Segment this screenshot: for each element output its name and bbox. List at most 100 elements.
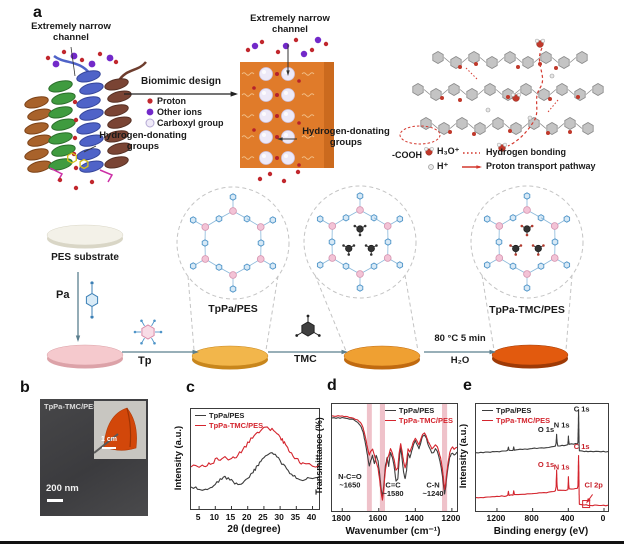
x-tick-label: 1200: [486, 513, 506, 523]
panel-e-letter: e: [463, 377, 472, 394]
tmc-molecule: [295, 314, 321, 337]
oxygen-dot: [474, 62, 478, 66]
membrane-disc: [191, 345, 269, 367]
proton-dot: [245, 47, 251, 53]
tppa-pes-label: TpPa/PES: [208, 303, 258, 315]
inset-dashed-circle: [303, 185, 417, 299]
x-tick-label: 30: [274, 512, 284, 522]
water-molecule-icon: [424, 147, 434, 156]
legend-ion-dot: [146, 108, 154, 116]
plot-annotation: O 1s: [538, 425, 554, 434]
helix-coil: [104, 78, 129, 91]
ftir-plot-svg: N-C=O ~1650 C=C ~1580 C-N ~1240: [331, 403, 458, 512]
layer-ring: [432, 51, 444, 64]
ftir-x-ticks: 1800 1600 1400 1200: [331, 512, 461, 523]
legend-item: TpPa-TMC/PES: [482, 416, 550, 425]
helix-coil: [104, 130, 129, 143]
legend-other-ions-label: Other ions: [157, 107, 203, 117]
photo-scale-label: 1 cm: [101, 436, 117, 443]
layer-ring: [520, 83, 532, 96]
cof-node: [201, 223, 210, 231]
oxygen-dot: [548, 97, 552, 101]
helix-coil: [104, 156, 129, 169]
xps-y-axis-label: Intensity (a.u.): [458, 423, 469, 489]
cof-benzene: [483, 261, 491, 269]
proton-dot: [252, 128, 256, 132]
carboxyl-site: [259, 109, 273, 123]
legend-proton-dot: [147, 98, 153, 104]
x-tick-label: 20: [241, 512, 252, 522]
proton-dot: [267, 171, 273, 177]
proton-dot: [297, 121, 301, 125]
legend-label: TpPa/PES: [496, 406, 532, 415]
polymer-squiggle: [241, 135, 255, 139]
oxygen-dot: [546, 131, 550, 135]
oxygen-dot: [576, 95, 580, 99]
legend-swatch: [195, 414, 206, 417]
water-molecule-icon: [496, 142, 508, 152]
polymer-squiggle: [301, 156, 315, 160]
plot-annotation: N 1s: [554, 421, 570, 430]
water-molecule-icon: [534, 38, 546, 48]
xps-plot: O 1s N 1s C 1s O 1s N 1s C 1s Cl 2p TpPa/PES Tp…: [475, 403, 609, 512]
proton-dot: [275, 72, 279, 76]
hydrogen-donating-label-left: Hydrogen-donating groups: [99, 130, 187, 152]
cl2p-marker-box: [582, 500, 591, 509]
helix-coil: [24, 96, 49, 109]
layer-ring: [592, 83, 604, 96]
x-tick-label: 1400: [404, 513, 424, 523]
helix-coil: [48, 158, 73, 171]
cof-benzene: [229, 285, 237, 293]
oxygen-dot: [554, 66, 558, 70]
layer-ring: [448, 83, 460, 96]
cof-inset-tppa: [189, 193, 277, 293]
helix-coil: [79, 160, 104, 173]
ftir-y-axis-label: Transmittance (%): [314, 417, 324, 495]
helix-coil: [51, 92, 76, 105]
residue-ring: [67, 152, 77, 164]
cof-benzene: [243, 263, 251, 271]
layer-ring: [510, 122, 522, 135]
oxygen-dot: [458, 98, 462, 102]
legend-label: TpPa-TMC/PES: [209, 421, 264, 430]
inset-funnel-line: [481, 274, 495, 351]
panel-c-letter: c: [186, 379, 195, 396]
cof-node: [383, 222, 392, 230]
cof-inset-tmc: [316, 192, 404, 292]
xrd-series: [191, 426, 319, 468]
hdg-pointer-line: [83, 145, 97, 153]
oxygen-dot: [448, 130, 452, 134]
helix-coil: [48, 106, 73, 119]
cof-benzene: [370, 262, 378, 270]
pes-substrate-label: PES substrate: [51, 252, 119, 263]
cof-benzene: [537, 262, 545, 270]
plot-annotation: C 1s: [574, 442, 590, 451]
layer-ring: [430, 88, 442, 101]
layer-ring: [484, 83, 496, 96]
layer-ring: [556, 83, 568, 96]
cof-benzene: [396, 215, 404, 223]
layer-ring: [474, 122, 486, 135]
layer-ring: [466, 88, 478, 101]
proton-dot: [259, 39, 265, 45]
xrd-plot-svg: [190, 408, 320, 510]
helix-coil: [107, 142, 132, 155]
membrane-disc: [491, 344, 569, 366]
panel-d-letter: d: [327, 377, 337, 394]
hydrogen-bond-line: [465, 67, 479, 81]
cof-benzene: [189, 216, 197, 224]
ftir-series: [332, 415, 457, 501]
carboxyl-site: [259, 67, 273, 81]
condition-temp-label: 80 °C 5 min: [434, 333, 486, 344]
hydronium-label: H₃O⁺: [437, 146, 460, 156]
inset-funnel-line: [187, 275, 195, 351]
polymer-squiggle: [241, 114, 255, 118]
x-tick-label: 15: [225, 512, 236, 522]
proton-dot: [275, 156, 279, 160]
ftir-x-axis-label: Wavenumber (cm⁻¹): [345, 526, 441, 537]
proton-dot: [72, 99, 78, 105]
tweezers: [94, 433, 119, 454]
cof-node: [356, 270, 364, 278]
cof-benzene: [215, 263, 223, 271]
proton-label: H⁺: [437, 161, 449, 171]
